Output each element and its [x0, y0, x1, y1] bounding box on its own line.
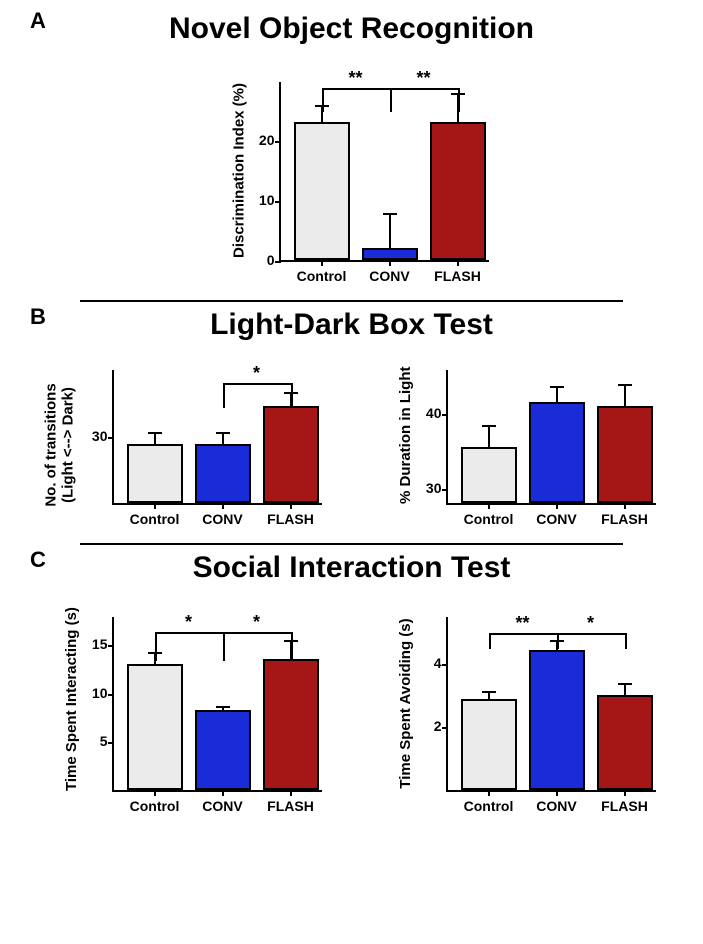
sig-bracket: ** — [281, 82, 489, 260]
xlabel: Control — [286, 268, 358, 284]
panel-c-chart-right-wrap: 24ControlCONVFLASH*** Time Spent Avoiding… — [372, 609, 666, 818]
panel-b: B Light-Dark Box Test 30ControlCONVFLASH… — [20, 308, 683, 531]
xlabel: CONV — [187, 511, 259, 527]
ytick-label: 30 — [92, 428, 114, 444]
plot-area: 3040ControlCONVFLASH — [446, 370, 656, 505]
xlabel: CONV — [187, 798, 259, 814]
sig-label: * — [242, 612, 272, 633]
panel-b-chart-left-wrap: 30ControlCONVFLASH*No. of transitions(Li… — [38, 362, 332, 531]
panel-b-row: 30ControlCONVFLASH*No. of transitions(Li… — [20, 362, 683, 531]
sig-label: * — [576, 613, 606, 634]
sig-bracket: * — [448, 617, 656, 790]
plot-area: 30ControlCONVFLASH* — [112, 370, 322, 505]
ytick-label: 0 — [267, 252, 281, 268]
ytick-label: 5 — [100, 733, 114, 749]
panel-c-title: Social Interaction Test — [20, 551, 683, 585]
sig-label: * — [242, 363, 272, 384]
plot-area: 24ControlCONVFLASH*** — [446, 617, 656, 792]
plot-area: 01020ControlCONVFLASH**** — [279, 82, 489, 262]
xlabel: CONV — [521, 511, 593, 527]
bar-flash — [597, 406, 653, 504]
sig-bracket: * — [114, 617, 322, 790]
panel-c-label: C — [30, 547, 46, 573]
ytick-label: 10 — [259, 192, 281, 208]
xlabel: Control — [453, 798, 525, 814]
ytick-label: 4 — [434, 655, 448, 671]
divider-ab — [80, 300, 623, 302]
ytick-label: 30 — [426, 480, 448, 496]
sig-label: ** — [409, 68, 439, 89]
panel-b-title: Light-Dark Box Test — [20, 308, 683, 342]
yaxis-label: Time Spent Interacting (s) — [63, 616, 80, 791]
ytick-label: 2 — [434, 718, 448, 734]
sig-bracket: * — [114, 370, 322, 503]
xlabel: FLASH — [589, 798, 661, 814]
plot-area: 51015ControlCONVFLASH** — [112, 617, 322, 792]
yaxis-label: % Duration in Light — [397, 369, 414, 504]
xlabel: FLASH — [589, 511, 661, 527]
ytick-label: 40 — [426, 405, 448, 421]
xlabel: CONV — [354, 268, 426, 284]
panel-c-row: 51015ControlCONVFLASH**Time Spent Intera… — [20, 609, 683, 818]
xlabel: FLASH — [422, 268, 494, 284]
ytick-label: 15 — [92, 636, 114, 652]
bar-control — [461, 447, 517, 503]
panel-c-chart-left-wrap: 51015ControlCONVFLASH**Time Spent Intera… — [38, 609, 332, 818]
xlabel: FLASH — [255, 511, 327, 527]
panel-c: C Social Interaction Test 51015ControlCO… — [20, 551, 683, 818]
panel-b-label: B — [30, 304, 46, 330]
ytick-label: 10 — [92, 685, 114, 701]
bar-conv — [529, 402, 585, 503]
xlabel: Control — [119, 798, 191, 814]
divider-bc — [80, 543, 623, 545]
panel-a-title: Novel Object Recognition — [20, 12, 683, 46]
ytick-label: 20 — [259, 132, 281, 148]
yaxis-label: Time Spent Avoiding (s) — [397, 616, 414, 791]
xlabel: FLASH — [255, 798, 327, 814]
xlabel: Control — [453, 511, 525, 527]
yaxis-label: No. of transitions(Light <--> Dark) — [43, 377, 77, 512]
xlabel: Control — [119, 511, 191, 527]
panel-b-chart-right-wrap: 3040ControlCONVFLASH% Duration in Light — [372, 362, 666, 531]
figure-root: A Novel Object Recognition 01020ControlC… — [0, 0, 703, 838]
panel-a-chart-wrap: 01020ControlCONVFLASH**** Discrimination … — [205, 74, 499, 288]
xlabel: CONV — [521, 798, 593, 814]
yaxis-label: Discrimination Index (%) — [230, 81, 247, 261]
panel-a-label: A — [30, 8, 46, 34]
panel-a: A Novel Object Recognition 01020ControlC… — [20, 8, 683, 288]
panel-a-row: 01020ControlCONVFLASH**** Discrimination … — [20, 74, 683, 288]
